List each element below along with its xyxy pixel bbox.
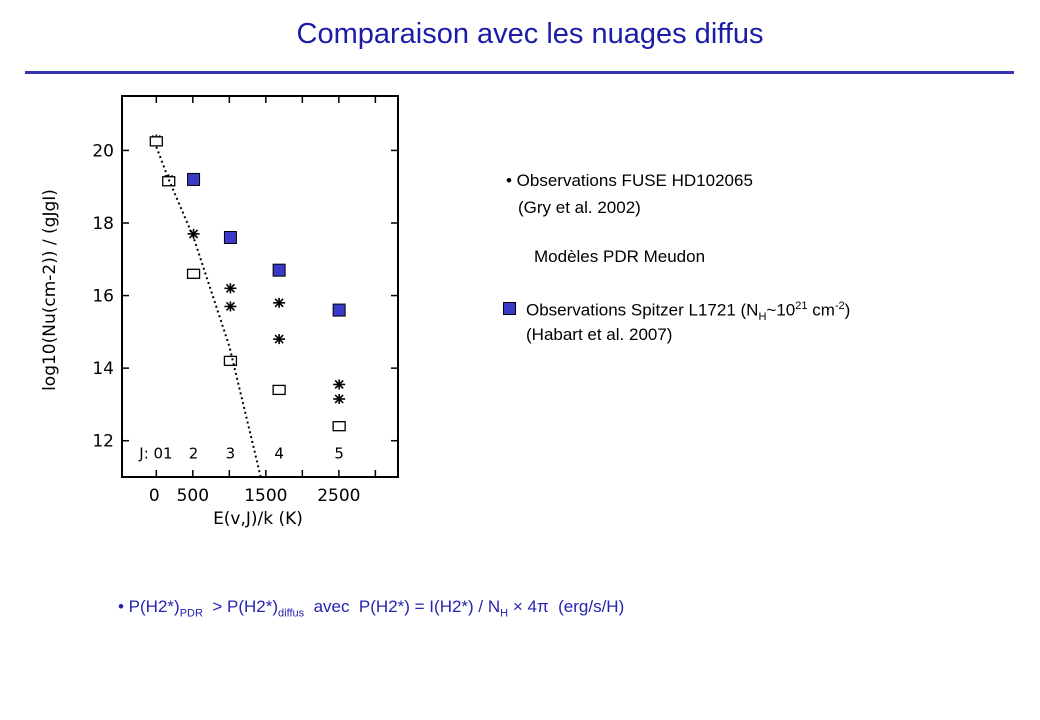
pdr-model-point: [149, 136, 163, 147]
x-tick-label: 500: [177, 486, 209, 506]
legend-spitzer: Observations Spitzer L1721 (NH~1021 cm-2…: [503, 300, 850, 323]
legend-text: ~10: [766, 300, 796, 320]
pdr-model-point: [272, 384, 286, 396]
y-axis-label: log10(Nu(cm-2)) / (gJgI): [40, 189, 60, 391]
fuse-point: [224, 301, 237, 312]
legend-pdr: Modèles PDR Meudon: [534, 247, 706, 266]
j-level-label: 3: [226, 445, 236, 463]
spitzer-point: [223, 231, 237, 245]
spitzer-point: [332, 303, 346, 317]
pdr-model-point: [186, 268, 201, 279]
filled-square-icon: [503, 301, 516, 315]
text: > P(H2*): [202, 597, 279, 616]
spitzer-point: [272, 263, 286, 277]
legend-sup: -2: [834, 300, 845, 312]
y-tick-label: 20: [92, 141, 114, 161]
legend-sub: H: [758, 311, 767, 324]
legend-sup: 21: [795, 300, 808, 312]
legend-text: Observations Spitzer L1721 (N: [526, 300, 759, 320]
fuse-point: [333, 393, 346, 404]
y-tick-label: 18: [92, 214, 114, 234]
legend-fuse: • Observations FUSE HD102065: [506, 171, 753, 190]
slide-title: Comparaison avec les nuages diffus: [296, 18, 764, 50]
legend-text: ): [844, 300, 851, 320]
pdr-model-point: [223, 355, 238, 367]
x-tick-label: 0: [149, 486, 160, 506]
sub: H: [500, 607, 509, 620]
j-level-label: 2: [189, 445, 199, 463]
spitzer-point: [187, 172, 201, 186]
x-axis-label: E(v,J)/k (K): [213, 509, 303, 529]
sub: PDR: [179, 607, 203, 620]
text: × 4π (erg/s/H): [508, 597, 625, 616]
x-tick-label: 1500: [244, 486, 287, 506]
fuse-point: [187, 228, 200, 239]
pdr-model-point: [332, 421, 346, 432]
text: • P(H2*): [118, 597, 180, 616]
fuse-point: [273, 334, 286, 345]
legend-text: cm: [807, 300, 835, 320]
j-level-label: J: 01: [138, 445, 172, 463]
text: avec P(H2*) = I(H2*) / N: [304, 597, 501, 616]
legend-spitzer-ref: (Habart et al. 2007): [526, 325, 673, 344]
fuse-point: [224, 283, 237, 294]
y-tick-label: 16: [92, 287, 114, 307]
j-level-label: 5: [334, 445, 344, 463]
j-level-label: 4: [274, 445, 284, 463]
legend-fuse-ref: (Gry et al. 2002): [518, 198, 641, 217]
x-tick-label: 2500: [317, 486, 360, 506]
plot-frame: [121, 95, 399, 478]
conclusion-text: • P(H2*)PDR > P(H2*)diffus avec P(H2*) =…: [118, 597, 624, 619]
title-divider: [25, 71, 1014, 74]
sub: diffus: [278, 607, 305, 620]
y-tick-label: 12: [92, 432, 114, 452]
fuse-point: [333, 379, 346, 390]
fuse-point: [273, 297, 286, 308]
y-tick-label: 14: [92, 359, 114, 379]
fit-line: [155, 146, 262, 478]
